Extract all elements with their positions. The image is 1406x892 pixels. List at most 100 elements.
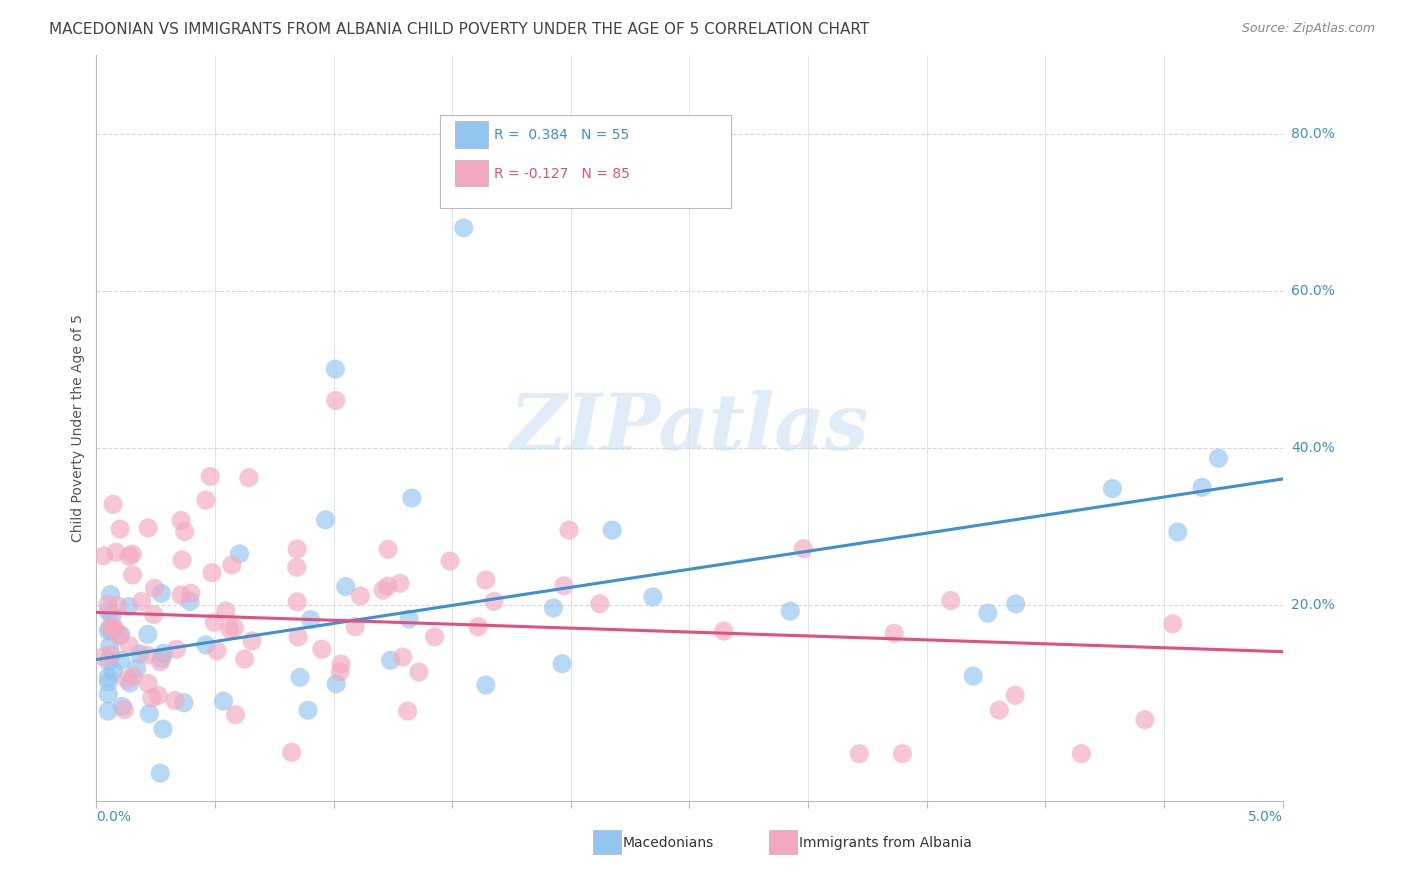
- Point: [408, 665, 430, 679]
- Point: [1208, 451, 1230, 466]
- Point: [122, 669, 145, 683]
- Point: [475, 573, 498, 587]
- Point: [325, 362, 347, 376]
- Point: [101, 497, 124, 511]
- Point: [180, 586, 202, 600]
- Point: [224, 707, 246, 722]
- Point: [172, 553, 194, 567]
- Text: 20.0%: 20.0%: [1291, 598, 1334, 612]
- Point: [238, 471, 260, 485]
- Point: [97, 624, 120, 638]
- Text: 0.0%: 0.0%: [97, 810, 131, 824]
- Point: [97, 675, 120, 690]
- Point: [553, 579, 575, 593]
- Point: [136, 676, 159, 690]
- Point: [138, 706, 160, 721]
- Point: [1161, 616, 1184, 631]
- Point: [344, 620, 367, 634]
- Point: [105, 545, 128, 559]
- Point: [97, 704, 120, 718]
- Point: [152, 646, 174, 660]
- Point: [297, 703, 319, 717]
- Point: [224, 621, 246, 635]
- Point: [891, 747, 914, 761]
- Point: [396, 704, 419, 718]
- Point: [329, 665, 352, 679]
- Point: [97, 670, 120, 684]
- Point: [391, 650, 413, 665]
- Point: [118, 549, 141, 564]
- Point: [641, 590, 664, 604]
- Point: [121, 547, 143, 561]
- Point: [98, 619, 121, 633]
- Point: [107, 599, 129, 613]
- Point: [173, 524, 195, 539]
- Point: [100, 624, 122, 638]
- Text: MACEDONIAN VS IMMIGRANTS FROM ALBANIA CHILD POVERTY UNDER THE AGE OF 5 CORRELATI: MACEDONIAN VS IMMIGRANTS FROM ALBANIA CH…: [49, 22, 869, 37]
- Point: [371, 583, 394, 598]
- Point: [380, 653, 402, 667]
- Point: [136, 521, 159, 535]
- Text: R = -0.127   N = 85: R = -0.127 N = 85: [494, 167, 630, 181]
- Point: [330, 657, 353, 671]
- Point: [285, 560, 308, 574]
- Point: [388, 576, 411, 591]
- Point: [97, 654, 120, 668]
- Point: [131, 594, 153, 608]
- Point: [166, 642, 188, 657]
- Point: [325, 393, 347, 408]
- Point: [1004, 689, 1026, 703]
- Point: [311, 642, 333, 657]
- Point: [100, 648, 122, 662]
- Point: [287, 630, 309, 644]
- Point: [377, 579, 399, 593]
- Point: [475, 678, 498, 692]
- Text: 5.0%: 5.0%: [1247, 810, 1282, 824]
- Point: [401, 491, 423, 505]
- Point: [194, 638, 217, 652]
- Point: [125, 662, 148, 676]
- Point: [423, 630, 446, 644]
- Point: [112, 703, 135, 717]
- Point: [558, 523, 581, 537]
- Point: [1004, 597, 1026, 611]
- Point: [233, 652, 256, 666]
- Point: [349, 589, 371, 603]
- Point: [110, 654, 132, 668]
- Point: [103, 664, 125, 678]
- Point: [128, 647, 150, 661]
- Point: [280, 745, 302, 759]
- Point: [848, 747, 870, 761]
- Point: [108, 522, 131, 536]
- Point: [1101, 482, 1123, 496]
- Point: [285, 542, 308, 557]
- Point: [118, 676, 141, 690]
- Y-axis label: Child Poverty Under the Age of 5: Child Poverty Under the Age of 5: [72, 314, 86, 542]
- FancyBboxPatch shape: [454, 160, 488, 186]
- Point: [977, 606, 1000, 620]
- Point: [136, 627, 159, 641]
- Point: [288, 670, 311, 684]
- Point: [108, 629, 131, 643]
- Point: [170, 588, 193, 602]
- Point: [962, 669, 984, 683]
- Point: [200, 469, 222, 483]
- Point: [118, 599, 141, 614]
- Point: [103, 620, 125, 634]
- Point: [1191, 480, 1213, 494]
- Point: [205, 644, 228, 658]
- Point: [543, 601, 565, 615]
- Point: [939, 593, 962, 607]
- Point: [377, 542, 399, 557]
- Point: [142, 607, 165, 622]
- Point: [111, 699, 134, 714]
- Point: [97, 605, 120, 619]
- Point: [115, 673, 138, 687]
- Point: [779, 604, 801, 618]
- Point: [439, 554, 461, 568]
- Point: [150, 652, 173, 666]
- Point: [121, 568, 143, 582]
- Text: R =  0.384   N = 55: R = 0.384 N = 55: [494, 128, 628, 142]
- Point: [135, 648, 157, 662]
- Text: 60.0%: 60.0%: [1291, 284, 1334, 298]
